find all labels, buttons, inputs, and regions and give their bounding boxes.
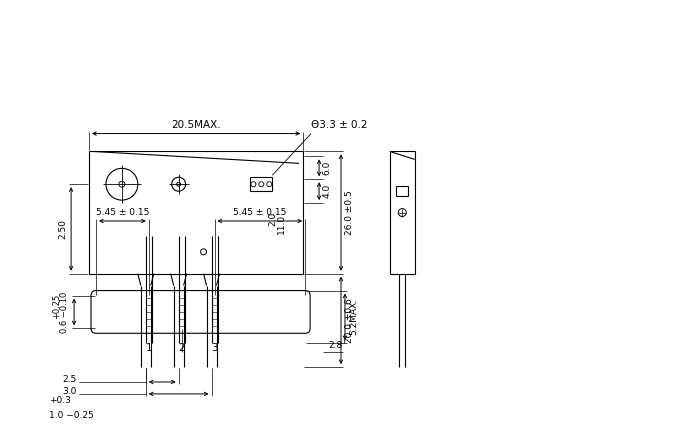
Text: 5.45 ± 0.15: 5.45 ± 0.15 <box>95 208 149 217</box>
Text: 2: 2 <box>178 343 185 353</box>
Text: 5.45 ± 0.15: 5.45 ± 0.15 <box>233 208 286 217</box>
Text: +0.25: +0.25 <box>52 293 61 318</box>
Text: 1: 1 <box>145 343 152 353</box>
Text: 20.0 ±0.6: 20.0 ±0.6 <box>345 298 354 343</box>
Text: 26.0 ±0.5: 26.0 ±0.5 <box>345 190 354 235</box>
Text: 2.8: 2.8 <box>328 341 342 350</box>
Text: 5.2MAX.: 5.2MAX. <box>349 298 358 336</box>
Text: 2.0: 2.0 <box>269 212 278 226</box>
Text: +0.3: +0.3 <box>49 396 71 405</box>
Text: 4.0: 4.0 <box>322 184 331 198</box>
Text: 6.0: 6.0 <box>322 161 331 175</box>
Text: 2.50: 2.50 <box>58 219 67 239</box>
Text: 3.0: 3.0 <box>63 387 77 396</box>
Text: 3: 3 <box>211 343 218 353</box>
Text: 0.6 −0.10: 0.6 −0.10 <box>59 292 69 333</box>
Text: Θ3.3 ± 0.2: Θ3.3 ± 0.2 <box>311 120 368 130</box>
Text: 20.5MAX.: 20.5MAX. <box>171 120 221 130</box>
Text: 2.5: 2.5 <box>63 375 77 385</box>
Text: 11.0: 11.0 <box>277 214 286 234</box>
Text: 1.0 −0.25: 1.0 −0.25 <box>49 411 94 420</box>
